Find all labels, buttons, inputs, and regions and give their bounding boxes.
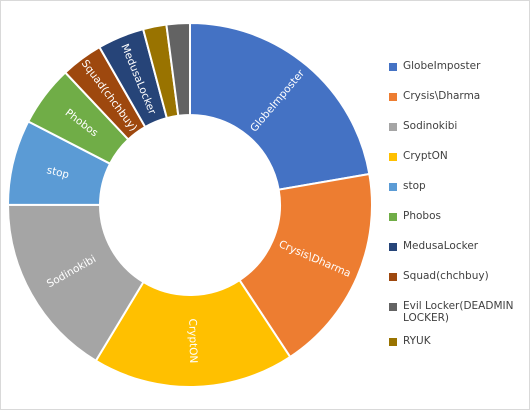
legend-item: Phobos xyxy=(389,210,521,222)
legend-label: Squad(chchbuy) xyxy=(403,270,489,282)
legend-swatch xyxy=(389,338,397,346)
legend-swatch xyxy=(389,243,397,251)
legend-label: stop xyxy=(403,180,426,192)
legend-swatch xyxy=(389,93,397,101)
legend-item: stop xyxy=(389,180,521,192)
legend-label: Evil Locker(DEADMIN LOCKER) xyxy=(403,300,514,324)
legend-label: RYUK xyxy=(403,335,431,347)
slice-crypton xyxy=(94,278,292,388)
legend-label: Crysis\Dharma xyxy=(403,90,481,102)
legend-label: CryptON xyxy=(403,150,448,162)
legend-swatch xyxy=(389,303,397,311)
legend-item: Sodinokibi xyxy=(389,120,521,132)
slice-label: CryptON xyxy=(186,318,199,363)
legend-label: MedusaLocker xyxy=(403,240,479,252)
legend-swatch xyxy=(389,153,397,161)
legend-swatch xyxy=(389,183,397,191)
legend-swatch xyxy=(389,273,397,281)
legend-label: Phobos xyxy=(403,210,441,222)
legend-label: Sodinokibi xyxy=(403,120,458,132)
legend-item: Squad(chchbuy) xyxy=(389,270,521,282)
legend-item: Evil Locker(DEADMIN LOCKER) xyxy=(389,300,521,324)
slice-label: stop xyxy=(45,164,70,181)
legend-swatch xyxy=(389,213,397,221)
legend-item: GlobeImposter xyxy=(389,60,521,72)
legend-item: CryptON xyxy=(389,150,521,162)
slice-globeimposter xyxy=(189,21,371,191)
legend-swatch xyxy=(389,123,397,131)
slice-sodinokibi xyxy=(7,203,145,363)
legend-label: GlobeImposter xyxy=(403,60,481,72)
legend-item: RYUK xyxy=(389,335,521,347)
slice-crysis-dharma xyxy=(238,172,373,359)
legend-item: Crysis\Dharma xyxy=(389,90,521,102)
legend-item: MedusaLocker xyxy=(389,240,521,252)
slice-evil-locker-deadmin-locker xyxy=(165,21,191,117)
legend-swatch xyxy=(389,63,397,71)
